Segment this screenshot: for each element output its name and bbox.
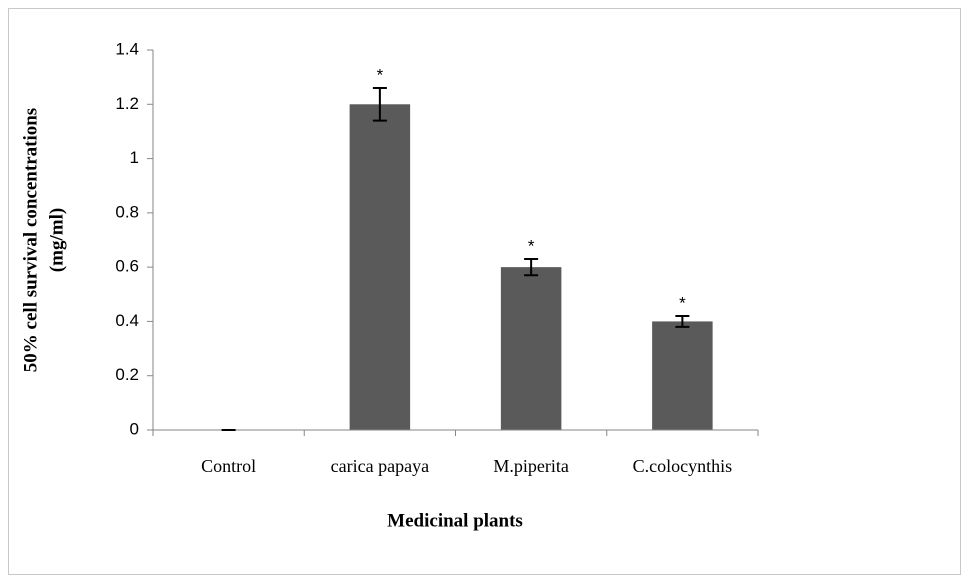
y-tick-label: 0.8 — [115, 202, 139, 221]
y-tick-label: 0.2 — [115, 365, 139, 384]
y-tick-label: 1.4 — [115, 39, 139, 58]
y-tick-label: 0 — [130, 419, 139, 438]
x-tick-label: M.piperita — [493, 456, 568, 476]
x-axis-label: Medicinal plants — [387, 510, 523, 531]
error-bar — [372, 87, 387, 122]
y-tick-label: 1 — [130, 148, 139, 167]
significance-mark: * — [377, 65, 384, 84]
error-bar — [524, 258, 539, 277]
y-tick-label: 0.6 — [115, 257, 139, 276]
y-axis-label: 50% cell survival concentrations — [20, 108, 41, 372]
y-tick-label: 0.4 — [115, 311, 139, 330]
x-tick-label: carica papaya — [331, 456, 429, 476]
bar — [349, 104, 411, 431]
y-tick-label: 1.2 — [115, 94, 139, 113]
y-axis-label: (mg/ml) — [46, 208, 67, 272]
bar — [500, 267, 562, 430]
significance-mark: * — [679, 293, 686, 312]
chart-frame — [8, 8, 961, 575]
error-bar — [675, 315, 690, 328]
bar — [652, 321, 713, 430]
x-tick-label: C.colocynthis — [633, 456, 733, 476]
significance-mark: * — [528, 236, 535, 255]
x-tick-label: Control — [201, 456, 256, 476]
